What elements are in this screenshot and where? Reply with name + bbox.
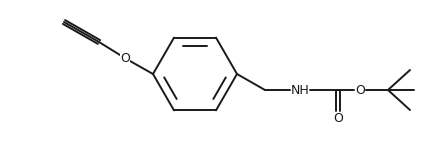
Text: NH: NH bbox=[291, 83, 309, 97]
Text: O: O bbox=[333, 112, 343, 124]
Text: O: O bbox=[120, 51, 130, 64]
Text: O: O bbox=[355, 83, 365, 97]
